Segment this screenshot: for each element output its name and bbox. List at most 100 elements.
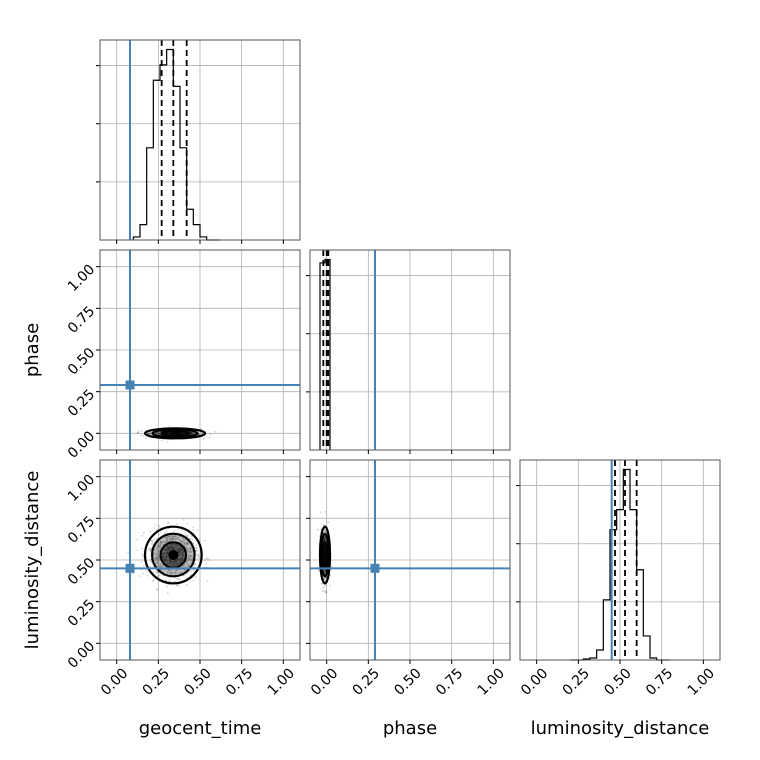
scatter-point [169,543,172,546]
scatter-point [163,553,165,556]
scatter-point [169,572,172,575]
scatter-point [164,548,167,551]
scatter-point [181,537,184,539]
scatter-point [323,538,326,540]
scatter-point [182,557,185,560]
scatter-point [324,577,327,579]
scatter-point [189,431,191,434]
panel-luminosity_distance-hist [516,459,721,664]
scatter-point [163,559,165,562]
scatter-point [170,569,173,571]
scatter-point [166,522,169,525]
scatter-point [167,548,170,551]
scatter-point [182,554,184,556]
scatter-point [186,550,189,552]
scatter-point [327,521,330,524]
scatter-point [171,547,174,550]
scatter-point [167,545,169,548]
scatter-point [190,548,192,550]
scatter-point [156,561,159,564]
scatter-point [158,550,161,553]
scatter-point [179,546,182,548]
scatter-point [155,556,158,559]
scatter-point [324,539,326,542]
scatter-point [177,549,180,552]
scatter-point [183,541,185,544]
scatter-point [156,549,158,552]
scatter-point [173,560,176,563]
scatter-point [174,563,177,565]
scatter-point [316,528,319,531]
scatter-point [168,540,170,543]
y-tick-label-luminosity_distance-4: 1.00 [65,472,98,505]
scatter-point [187,564,190,567]
scatter-point [190,433,193,435]
scatter-point [159,527,162,529]
scatter-point [176,562,178,565]
contour-1 [151,532,196,578]
scatter-point [185,542,188,544]
scatter-point [177,562,180,565]
scatter-point [156,571,159,574]
scatter-point [168,548,170,551]
scatter-point [161,541,164,544]
scatter-point [323,570,326,573]
scatter-point [181,552,184,554]
scatter-point [153,538,156,541]
scatter-point [323,538,326,541]
scatter-point [147,432,150,435]
scatter-point [179,554,182,557]
scatter-point [157,552,160,555]
scatter-point [170,561,173,564]
scatter-point [159,543,162,546]
scatter-point [182,432,185,435]
scatter-point [169,560,172,563]
scatter-point [190,555,193,557]
scatter-point [179,432,182,435]
scatter-point [181,550,184,553]
scatter-point [324,536,327,539]
scatter-point [174,572,177,575]
scatter-point [159,546,161,548]
scatter-point [183,563,186,565]
scatter-point [165,550,168,553]
scatter-point [164,558,167,561]
scatter-point [152,579,155,582]
scatter-point [167,558,170,560]
y-tick-label-phase-4: 1.00 [65,262,98,295]
scatter-point [324,591,327,593]
scatter-point [160,563,162,565]
scatter-point [156,431,159,434]
scatter-point [186,547,188,549]
scatter-point [169,559,172,561]
scatter-point [324,560,327,562]
scatter-point [175,560,178,563]
scatter-point [166,545,169,547]
scatter-point [324,535,327,538]
scatter-point [164,560,167,563]
scatter-point [324,561,326,563]
scatter-point [166,560,169,563]
scatter-point [324,568,327,571]
scatter-point [176,523,178,525]
scatter-point [176,568,179,571]
scatter-point [188,565,190,567]
scatter-point [177,549,180,552]
scatter-point [153,557,155,560]
scatter-point [192,579,195,582]
scatter-point [176,544,179,547]
scatter-point [172,560,174,563]
scatter-point [140,430,143,432]
scatter-point [323,560,326,563]
scatter-point [174,546,177,549]
scatter-point [170,548,173,551]
scatter-point [323,577,326,580]
scatter-point [179,561,182,564]
scatter-point [156,557,159,560]
scatter-point [189,432,191,434]
scatter-point [177,528,180,531]
scatter-point [156,558,158,560]
scatter-point [189,550,192,553]
scatter-point [173,535,176,538]
scatter-point [140,434,143,437]
